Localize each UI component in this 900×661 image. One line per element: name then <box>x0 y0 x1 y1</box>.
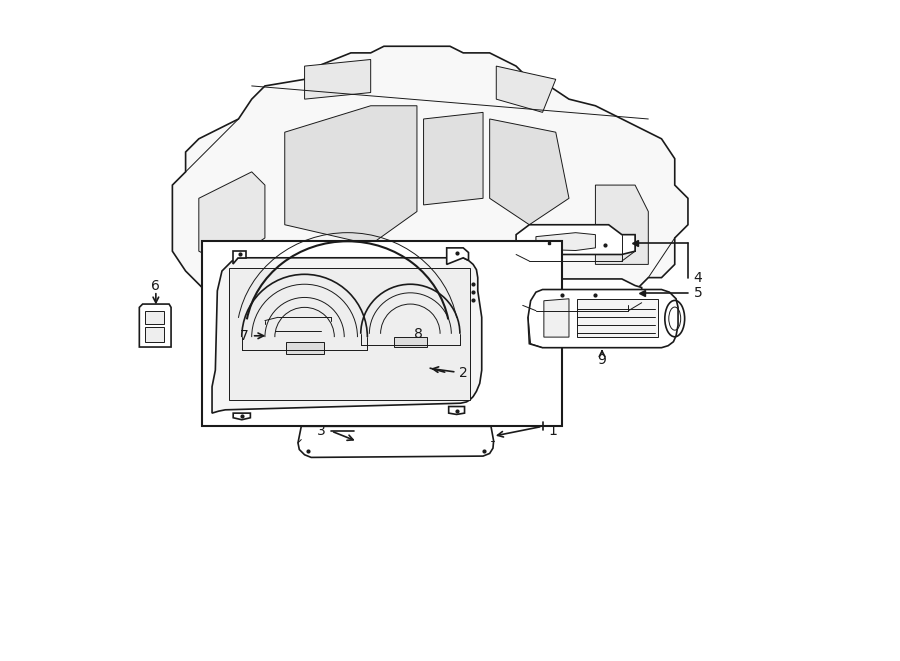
Polygon shape <box>229 268 470 400</box>
Text: 1: 1 <box>548 424 557 438</box>
Text: 9: 9 <box>598 353 607 368</box>
Text: 2: 2 <box>459 366 468 381</box>
Text: 4: 4 <box>694 270 702 285</box>
Polygon shape <box>528 290 678 348</box>
Polygon shape <box>233 251 247 264</box>
Polygon shape <box>298 426 493 457</box>
Polygon shape <box>523 279 642 305</box>
Polygon shape <box>490 119 569 225</box>
Polygon shape <box>446 248 469 264</box>
Polygon shape <box>284 106 417 245</box>
Polygon shape <box>145 311 165 324</box>
Text: 5: 5 <box>694 286 702 301</box>
FancyBboxPatch shape <box>202 241 562 426</box>
Polygon shape <box>265 321 331 350</box>
Polygon shape <box>496 66 556 112</box>
Polygon shape <box>233 413 250 420</box>
Polygon shape <box>544 299 569 337</box>
Polygon shape <box>516 225 635 254</box>
Polygon shape <box>424 112 483 205</box>
Text: 8: 8 <box>414 327 423 341</box>
Polygon shape <box>140 304 171 347</box>
Polygon shape <box>212 258 482 413</box>
Polygon shape <box>596 185 648 264</box>
Polygon shape <box>407 341 424 352</box>
Polygon shape <box>173 46 688 357</box>
Polygon shape <box>449 407 464 414</box>
Polygon shape <box>145 327 165 342</box>
Polygon shape <box>199 172 265 264</box>
Text: 6: 6 <box>151 278 160 293</box>
Text: 3: 3 <box>317 424 326 438</box>
Polygon shape <box>536 233 596 251</box>
Text: 7: 7 <box>239 329 248 343</box>
Polygon shape <box>286 342 324 354</box>
Polygon shape <box>304 59 371 99</box>
Polygon shape <box>577 299 658 337</box>
Polygon shape <box>394 337 427 347</box>
Polygon shape <box>274 324 321 336</box>
